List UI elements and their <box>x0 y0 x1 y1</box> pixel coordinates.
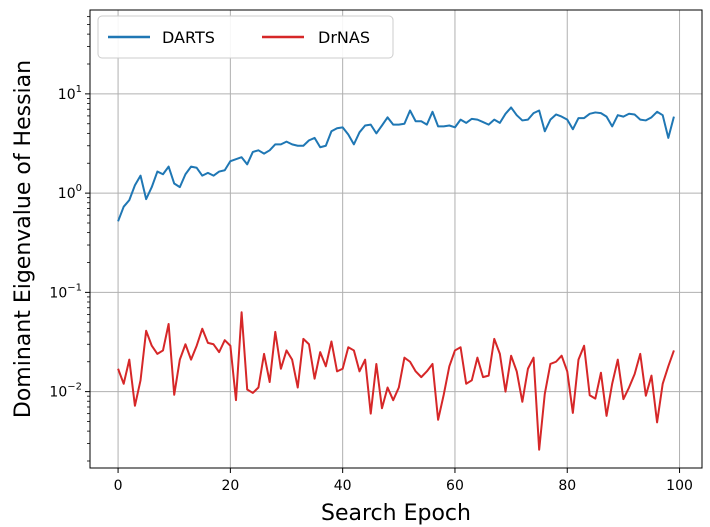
y-tick-label: 10−2 <box>49 382 82 401</box>
x-tick-label: 20 <box>221 478 239 494</box>
series-line-darts <box>117 106 675 222</box>
y-tick-label: 100 <box>58 183 82 202</box>
legend-label-darts: DARTS <box>162 28 215 47</box>
legend-label-drnas: DrNAS <box>318 28 370 47</box>
y-tick-label: 10−1 <box>49 282 82 301</box>
x-tick-label: 40 <box>334 478 352 494</box>
x-tick-label: 60 <box>446 478 464 494</box>
x-tick-label: 0 <box>114 478 123 494</box>
axis-ticks: 0 20 40 60 80 100 101 100 10−1 10−2 <box>49 16 693 494</box>
x-tick-label: 80 <box>558 478 576 494</box>
series-line-drnas <box>117 311 675 451</box>
plot-frame <box>89 9 703 469</box>
legend: DARTS DrNAS <box>97 15 394 59</box>
y-tick-label: 101 <box>58 84 82 103</box>
x-tick-label: 100 <box>666 478 693 494</box>
legend-box <box>97 15 394 59</box>
x-axis-label: Search Epoch <box>321 501 471 526</box>
series-layer <box>117 106 675 451</box>
y-axis-label: Dominant Eigenvalue of Hessian <box>11 60 36 418</box>
